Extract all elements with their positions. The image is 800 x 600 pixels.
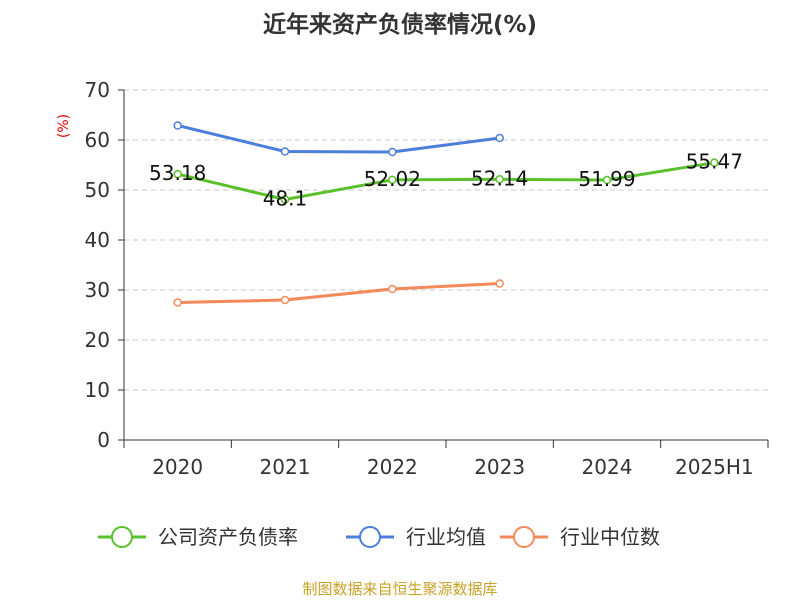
x-tick-label: 2020 — [152, 455, 203, 479]
y-tick-label: 70 — [85, 78, 110, 102]
y-tick-label: 0 — [97, 428, 110, 452]
x-tick-label: 2025H1 — [675, 455, 754, 479]
data-label: 55.47 — [686, 150, 743, 174]
y-axis-label: (%) — [56, 114, 72, 138]
data-point[interactable] — [388, 175, 397, 185]
data-point[interactable] — [280, 195, 290, 204]
series-line — [177, 124, 500, 154]
data-point[interactable] — [602, 175, 612, 185]
plot-area: 53.18 48.1 52.02 52.14 51.99 55.47 — [149, 121, 743, 307]
y-tick-label: 10 — [85, 378, 110, 402]
x-tick-label: 2022 — [367, 455, 418, 479]
data-point[interactable] — [495, 133, 504, 143]
data-label: 51.99 — [578, 167, 635, 191]
legend-swatch-marker — [513, 526, 535, 548]
source-note: 制图数据来自恒生聚源数据库 — [302, 580, 497, 598]
data-point[interactable] — [710, 158, 719, 167]
y-tick-label: 50 — [85, 178, 110, 202]
data-point[interactable] — [388, 284, 397, 294]
x-tick-label: 2021 — [260, 455, 311, 479]
y-tick-label: 30 — [85, 278, 110, 302]
data-point[interactable] — [495, 279, 504, 288]
legend[interactable]: 公司资产负债率 行业均值 行业中位数 — [98, 525, 660, 549]
data-point[interactable] — [280, 295, 290, 305]
data-point[interactable] — [173, 169, 182, 179]
legend-item-label[interactable]: 行业均值 — [406, 525, 486, 549]
series-line — [177, 161, 715, 201]
legend-swatch-marker — [359, 526, 381, 548]
data-point[interactable] — [495, 175, 504, 184]
series-line — [177, 282, 500, 304]
data-point[interactable] — [173, 121, 182, 130]
data-label: 52.14 — [471, 166, 528, 190]
data-label: 48.1 — [263, 187, 308, 211]
data-point[interactable] — [388, 147, 397, 157]
data-label: 52.02 — [364, 167, 421, 191]
data-label: 53.18 — [149, 161, 206, 185]
y-tick-label: 40 — [85, 228, 110, 252]
legend-item-label[interactable]: 行业中位数 — [560, 525, 660, 549]
y-tick-label: 20 — [85, 328, 110, 352]
axes: 0 10 20 30 40 50 60 70 2020 2021 2022 2023 2024 2025H… — [85, 78, 769, 479]
x-tick-label: 2023 — [474, 455, 525, 479]
x-tick-label: 2024 — [582, 455, 633, 479]
legend-swatch-marker — [111, 526, 133, 548]
data-point[interactable] — [280, 147, 290, 156]
chart-title: 近年来资产负债率情况(%) — [263, 11, 537, 38]
data-point[interactable] — [173, 298, 182, 307]
y-tick-label: 60 — [85, 128, 110, 152]
legend-item-label[interactable]: 公司资产负债率 — [158, 525, 298, 549]
